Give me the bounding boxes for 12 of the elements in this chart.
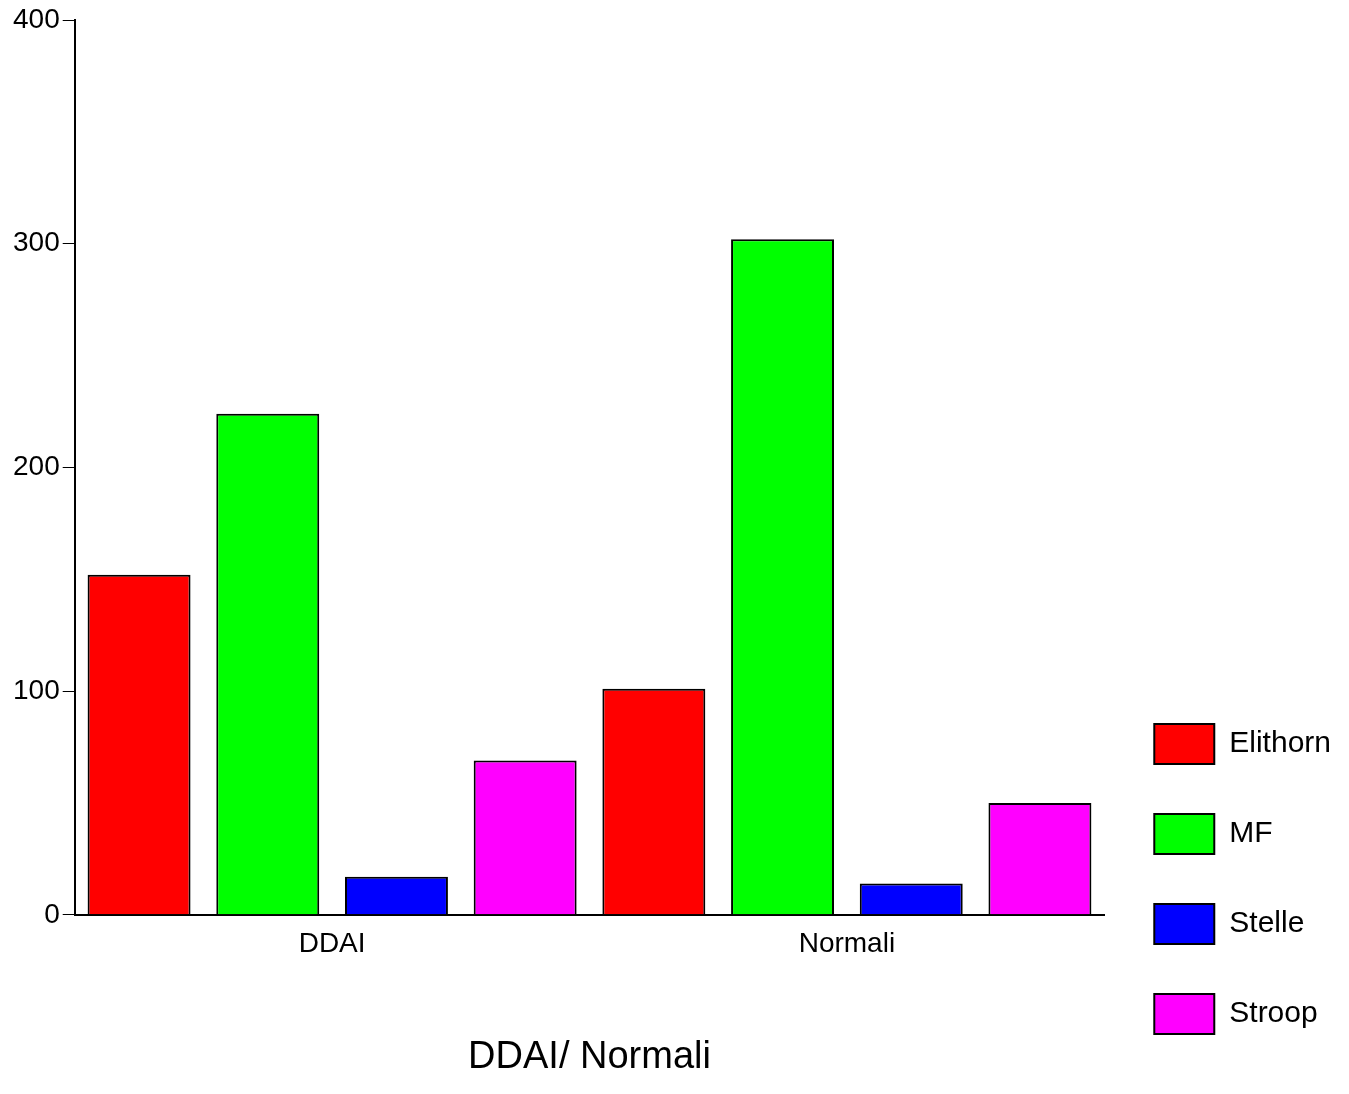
y-tick-label: 200 <box>13 450 60 482</box>
legend-label: MF <box>1229 815 1273 849</box>
legend-label: Elithorn <box>1229 725 1331 759</box>
legend-label: Stroop <box>1229 995 1318 1029</box>
y-tick-label: 400 <box>13 2 60 34</box>
y-tick-label: 100 <box>13 673 60 705</box>
legend-label: Stelle <box>1229 905 1305 939</box>
y-tick-label: 300 <box>13 226 60 258</box>
y-tick-label: 0 <box>44 897 60 929</box>
x-tick-label: DDAI <box>298 927 366 959</box>
x-axis-title: DDAI/ Normali <box>468 1033 711 1076</box>
x-tick-label: Normali <box>798 927 896 959</box>
